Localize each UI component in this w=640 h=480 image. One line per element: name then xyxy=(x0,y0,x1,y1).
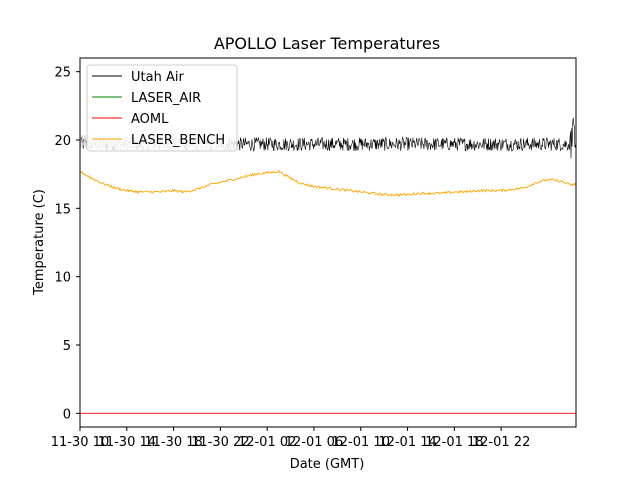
x-tick-label: 12-01 10 xyxy=(332,435,390,450)
y-tick-label: 25 xyxy=(54,66,71,81)
y-tick-label: 5 xyxy=(63,339,71,354)
x-tick-label: 11-30 22 xyxy=(191,435,249,450)
x-tick-label: 11-30 10 xyxy=(51,435,109,450)
plot-frame xyxy=(79,57,577,428)
y-tick-label: 20 xyxy=(54,134,71,149)
y-axis-ticks: 0 5 10 15 20 25 xyxy=(54,66,80,422)
y-tick-label: 0 xyxy=(63,407,71,422)
x-tick-label: 12-01 22 xyxy=(472,435,530,450)
x-tick-label: 12-01 02 xyxy=(238,435,296,450)
legend-label: LASER_BENCH xyxy=(131,133,225,148)
series-line-laser-bench xyxy=(79,169,577,197)
x-axis-label: Date (GMT) xyxy=(290,457,365,472)
legend-label: AOML xyxy=(131,112,169,127)
x-tick-label: 11-30 14 xyxy=(98,435,156,450)
chart-title: APOLLO Laser Temperatures xyxy=(214,34,440,53)
x-tick-label: 11-30 18 xyxy=(144,435,202,450)
legend-label: Utah Air xyxy=(131,70,184,85)
y-tick-label: 15 xyxy=(54,202,71,217)
y-axis-label: Temperature (C) xyxy=(32,189,47,296)
x-tick-label: 12-01 14 xyxy=(378,435,436,450)
legend-box xyxy=(86,64,238,152)
x-tick-label: 12-01 18 xyxy=(425,435,483,450)
legend-label: LASER_AIR xyxy=(131,91,201,106)
y-tick-label: 10 xyxy=(54,271,71,286)
legend: Utah Air LASER_AIR AOML LASER_BENCH xyxy=(86,64,238,152)
x-tick-label: 12-01 06 xyxy=(285,435,343,450)
